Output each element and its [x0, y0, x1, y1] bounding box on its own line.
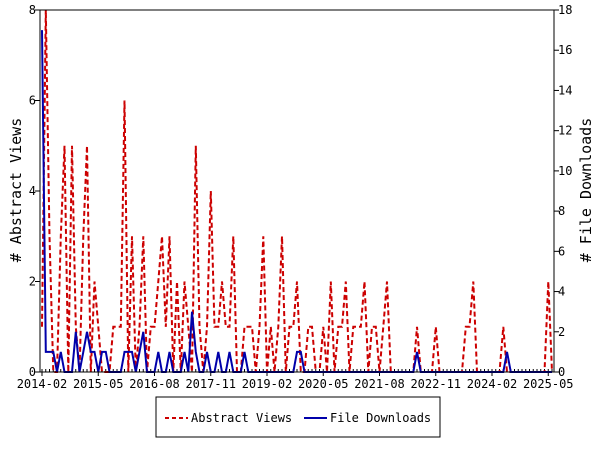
right-tick-label: 14	[558, 83, 572, 97]
left-tick-label: 6	[29, 94, 36, 108]
right-tick-label: 8	[558, 204, 565, 218]
right-tick-label: 18	[558, 3, 572, 17]
left-y-axis: 0 2 4 6 8	[29, 3, 40, 379]
left-tick-label: 0	[29, 365, 36, 379]
right-tick-label: 10	[558, 164, 572, 178]
left-tick-label: 2	[29, 275, 36, 289]
right-tick-label: 6	[558, 244, 565, 258]
x-tick-label: 2021-08	[354, 377, 405, 391]
right-tick-label: 16	[558, 43, 572, 57]
right-tick-label: 4	[558, 285, 565, 299]
left-axis-title: # Abstract Views	[7, 118, 25, 263]
right-tick-label: 0	[558, 365, 565, 379]
legend-label-file-downloads: File Downloads	[330, 411, 431, 425]
right-tick-label: 2	[558, 325, 565, 339]
legend: Abstract Views File Downloads	[155, 396, 441, 438]
right-tick-label: 12	[558, 124, 572, 138]
x-tick-label: 2019-02	[242, 377, 293, 391]
series-line-abstract-views	[41, 9, 553, 373]
right-axis-title: # File Downloads	[577, 118, 595, 263]
series-layer	[41, 9, 553, 373]
x-tick-label: 2016-08	[129, 377, 180, 391]
left-tick-label: 4	[29, 184, 36, 198]
x-tick-label: 2015-05	[73, 377, 124, 391]
x-tick-label: 2025-05	[523, 377, 574, 391]
x-tick-label: 2020-05	[298, 377, 349, 391]
plot-frame	[39, 9, 555, 373]
legend-label-abstract-views: Abstract Views	[191, 411, 292, 425]
x-tick-label: 2024-02	[467, 377, 518, 391]
x-tick-label: 2014-02	[17, 377, 68, 391]
x-tick-label: 2022-11	[410, 377, 461, 391]
legend-box	[155, 396, 441, 438]
right-y-axis: 0 2 4 6 8 10 12 14 16 18	[554, 3, 572, 379]
left-tick-label: 8	[29, 3, 36, 17]
x-tick-label: 2017-11	[185, 377, 236, 391]
